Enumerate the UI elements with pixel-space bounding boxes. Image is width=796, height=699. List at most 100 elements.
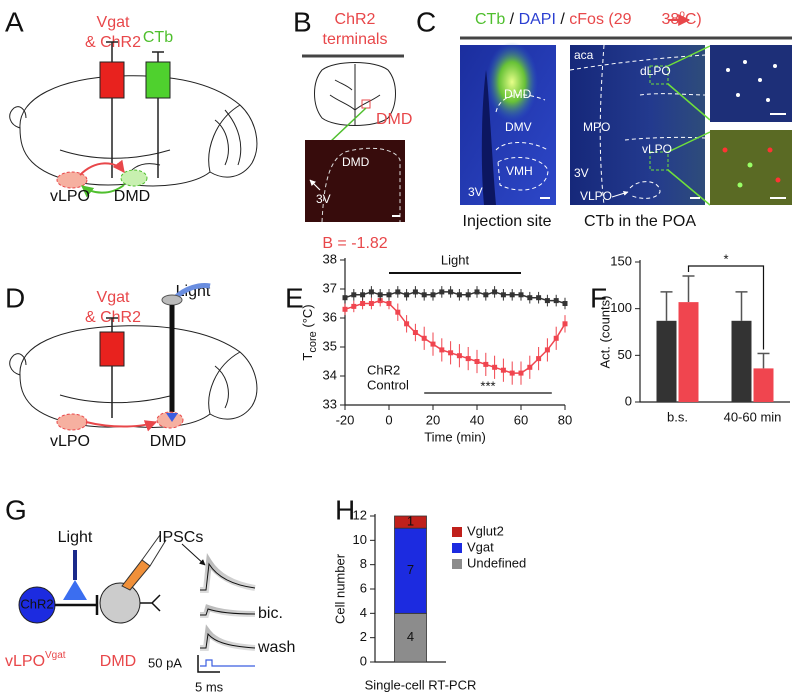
injection-label: Vgat: [97, 289, 130, 306]
trace: [200, 562, 256, 591]
arrow: [81, 184, 125, 198]
marker: [474, 289, 480, 295]
chart: 33 34 35 36 37 38 -20 0 20 40 60 80 Tcore (°C) Time (…: [300, 251, 572, 444]
y-tick-label: 36: [323, 309, 337, 324]
region: [56, 413, 88, 431]
light-pulse: [200, 659, 255, 667]
y-tick-label: 33: [323, 396, 337, 411]
marker: [483, 361, 489, 367]
y-axis-label: Act. (counts): [597, 296, 612, 369]
coronal-sketch: [314, 62, 396, 126]
marker: [527, 295, 533, 301]
marker: [360, 301, 366, 306]
cell: [99, 582, 141, 624]
title-part: CTb: [475, 11, 505, 28]
marker: [518, 370, 524, 376]
y-tick-label: 0: [625, 393, 632, 408]
bar: [678, 302, 699, 402]
brain-sketch: [9, 75, 258, 187]
region-label: DMD: [114, 188, 150, 205]
cell-dots: [722, 60, 781, 188]
marker: [395, 309, 401, 315]
y-tick-label: 38: [323, 251, 337, 266]
image-label: DMD: [342, 155, 370, 169]
outline: [321, 147, 401, 223]
outlines: [569, 44, 706, 206]
bar-segment: [394, 527, 427, 614]
panel-g: G Light ChR2 IPSCs vLPOVgat DMD bic. was…: [5, 494, 295, 694]
panel-d: D Vgat & ChR2 Light vLPO DMD: [5, 282, 258, 450]
title-part: /: [505, 11, 518, 28]
y-axis-label: Cell number: [332, 553, 347, 624]
legend-swatch: [452, 559, 462, 569]
bar: [656, 320, 677, 402]
scale-bar: [197, 655, 220, 673]
arrow: [611, 190, 629, 198]
syringe: [99, 61, 125, 99]
trace: [200, 632, 256, 649]
x-tick-label: 40-60 min: [724, 409, 782, 424]
marker: [527, 364, 533, 370]
marker: [386, 301, 392, 306]
image-caption: Injection site: [463, 213, 552, 230]
y-tick-label: 100: [610, 300, 632, 315]
scale-label: 5 ms: [195, 679, 224, 694]
marker: [456, 353, 462, 359]
marker: [421, 292, 427, 298]
marker: [500, 367, 506, 373]
marker: [562, 321, 568, 327]
marker: [465, 356, 471, 362]
light-label: Light: [58, 529, 93, 546]
marker: [377, 292, 383, 298]
value-label: 4: [407, 629, 414, 644]
image-label: 3V: [574, 166, 589, 180]
x-tick-label: b.s.: [667, 409, 688, 424]
value-label: 1: [407, 514, 414, 529]
panel-label: D: [5, 282, 25, 313]
legend-entry: Vglut2: [467, 523, 504, 538]
marker: [342, 306, 348, 312]
y-label-sub: core: [307, 331, 319, 352]
electrode: [141, 534, 167, 567]
outlines: [495, 94, 549, 191]
y-tick-label: 8: [360, 556, 367, 571]
trace-label: bic.: [258, 605, 283, 622]
dendrites: [140, 594, 161, 612]
panel-label: A: [5, 6, 24, 37]
marker: [368, 301, 374, 306]
y-tick-label: 12: [353, 507, 367, 522]
y-tick-label: 2: [360, 629, 367, 644]
marker: [536, 295, 542, 301]
injection-label: CTb: [143, 29, 173, 46]
x-tick-label: 80: [558, 412, 572, 427]
injection-glow: [486, 42, 538, 122]
panel-c: C CTb / DAPI / cFos (29 38oC) DMD DMV VMH…: [416, 6, 792, 230]
arrow: [181, 543, 206, 566]
legend-swatch: [452, 543, 462, 553]
marker: [439, 347, 445, 353]
legend-entry: Undefined: [467, 555, 526, 570]
panel-label: G: [5, 494, 27, 525]
marker: [509, 292, 515, 298]
panel-label: B: [293, 6, 312, 37]
region: [56, 171, 88, 189]
light-cone: [63, 580, 87, 600]
panel-label: E: [285, 282, 304, 313]
region-label: vLPO: [50, 188, 90, 205]
y-tick-label: 4: [360, 605, 367, 620]
y-tick-label: 150: [610, 253, 632, 268]
y-tick-label: 6: [360, 580, 367, 595]
significance-bracket: [687, 265, 765, 350]
title-part: /: [556, 11, 569, 28]
syringe-needle: [152, 51, 164, 178]
pointer: [329, 107, 367, 143]
marker: [360, 292, 366, 298]
marker: [509, 370, 515, 376]
marker: [430, 292, 436, 298]
image-label: VMH: [506, 164, 533, 178]
legend-swatch: [452, 527, 462, 537]
marker: [474, 359, 480, 364]
panel-label: C: [416, 6, 436, 37]
marker: [553, 298, 559, 304]
